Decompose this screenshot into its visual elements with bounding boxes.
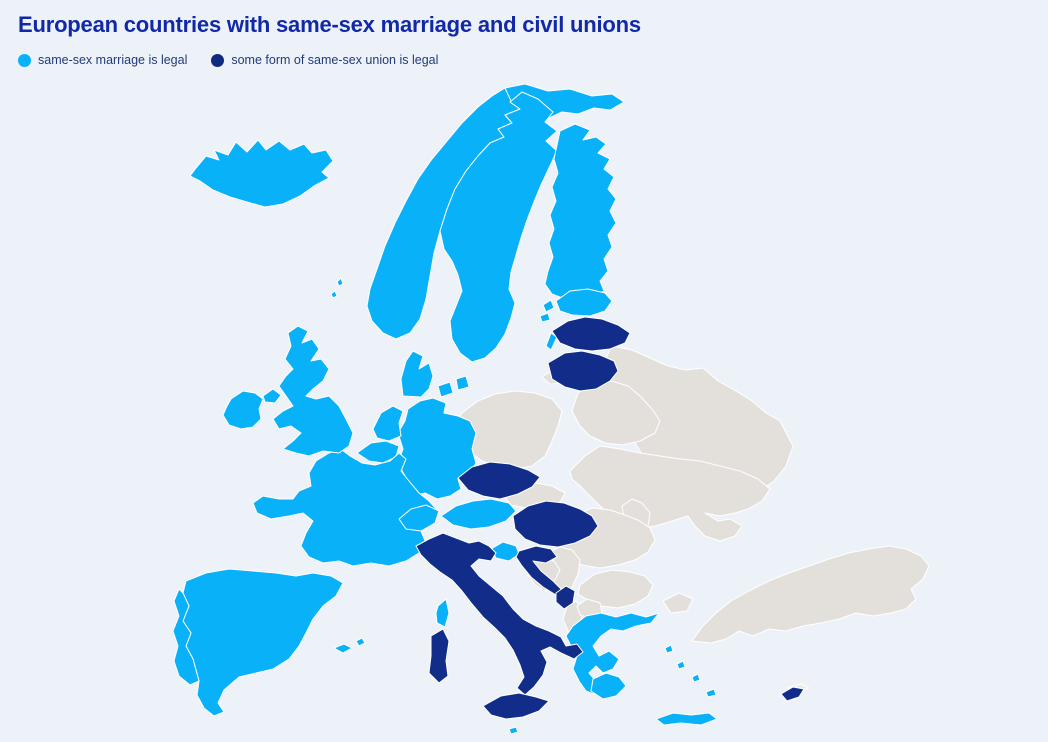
legend-dot-marriage-icon [18, 53, 31, 67]
country-france-corsica[interactable] [435, 598, 450, 628]
legend-dot-union-icon [211, 53, 225, 67]
country-uk-shetland[interactable] [330, 277, 344, 299]
country-austria[interactable] [440, 498, 517, 530]
country-finland[interactable] [544, 123, 617, 302]
country-malta[interactable] [508, 726, 519, 735]
country-cyprus[interactable] [780, 686, 805, 702]
country-denmark[interactable] [400, 350, 434, 398]
country-czechia[interactable] [457, 461, 541, 500]
country-uk-northern-ireland[interactable] [262, 388, 282, 404]
country-spain-balearics[interactable] [333, 637, 366, 654]
country-netherlands[interactable] [372, 405, 404, 442]
country-greece-peloponnese[interactable] [590, 672, 627, 700]
page-title: European countries with same-sex marriag… [18, 12, 641, 37]
country-greece-aegean-islands[interactable] [664, 644, 717, 698]
country-estonia[interactable] [555, 288, 613, 317]
country-croatia[interactable] [515, 545, 564, 596]
country-italy-sicily[interactable] [482, 692, 550, 720]
country-spain[interactable] [182, 568, 344, 717]
country-united-kingdom[interactable] [272, 325, 354, 457]
country-greece-crete[interactable] [655, 712, 718, 726]
country-latvia[interactable] [551, 316, 631, 352]
country-denmark-isles[interactable] [437, 375, 470, 398]
legend-item-union: some form of same-sex union is legal [211, 53, 438, 67]
country-iceland[interactable] [189, 139, 334, 208]
legend-label-marriage: same-sex marriage is legal [38, 53, 188, 67]
country-belgium[interactable] [356, 440, 400, 464]
country-greece[interactable] [565, 612, 660, 697]
country-portugal[interactable] [172, 588, 200, 686]
country-switzerland[interactable] [398, 504, 440, 532]
country-lithuania[interactable] [547, 350, 619, 392]
country-belarus[interactable] [571, 380, 661, 446]
country-italy-sardinia[interactable] [428, 628, 450, 684]
country-turkey-thrace[interactable] [662, 592, 694, 614]
country-ireland[interactable] [222, 390, 264, 430]
country-hungary[interactable] [512, 500, 599, 548]
country-france[interactable] [252, 448, 439, 567]
country-montenegro[interactable] [555, 585, 576, 610]
legend-item-marriage: same-sex marriage is legal [18, 53, 187, 67]
map-header: European countries with same-sex marriag… [18, 12, 641, 67]
country-estonia-islands[interactable] [539, 299, 555, 323]
country-turkey[interactable] [691, 545, 930, 644]
country-italy[interactable] [415, 532, 584, 696]
country-sweden[interactable] [439, 91, 558, 363]
legend: same-sex marriage is legal some form of … [18, 53, 641, 67]
legend-label-union: some form of same-sex union is legal [231, 53, 439, 67]
